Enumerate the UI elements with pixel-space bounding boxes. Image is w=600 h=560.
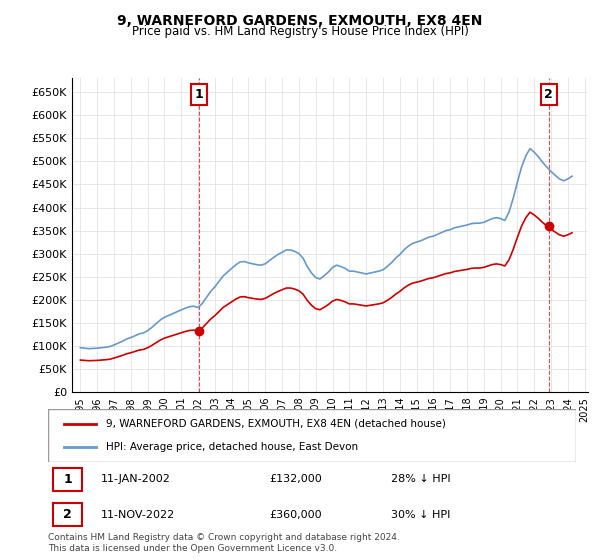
Text: Contains HM Land Registry data © Crown copyright and database right 2024.
This d: Contains HM Land Registry data © Crown c… xyxy=(48,533,400,553)
Text: £132,000: £132,000 xyxy=(270,474,323,484)
Text: 2: 2 xyxy=(544,88,553,101)
Text: 28% ↓ HPI: 28% ↓ HPI xyxy=(391,474,451,484)
FancyBboxPatch shape xyxy=(53,468,82,491)
Text: 9, WARNEFORD GARDENS, EXMOUTH, EX8 4EN (detached house): 9, WARNEFORD GARDENS, EXMOUTH, EX8 4EN (… xyxy=(106,419,446,429)
FancyBboxPatch shape xyxy=(53,503,82,526)
Text: 11-JAN-2002: 11-JAN-2002 xyxy=(101,474,170,484)
Text: £360,000: £360,000 xyxy=(270,510,322,520)
Text: 11-NOV-2022: 11-NOV-2022 xyxy=(101,510,175,520)
Text: 9, WARNEFORD GARDENS, EXMOUTH, EX8 4EN: 9, WARNEFORD GARDENS, EXMOUTH, EX8 4EN xyxy=(118,14,482,28)
Text: 30% ↓ HPI: 30% ↓ HPI xyxy=(391,510,451,520)
Text: 1: 1 xyxy=(194,88,203,101)
Text: 2: 2 xyxy=(63,508,72,521)
FancyBboxPatch shape xyxy=(48,409,576,462)
Text: 1: 1 xyxy=(63,473,72,486)
Text: Price paid vs. HM Land Registry's House Price Index (HPI): Price paid vs. HM Land Registry's House … xyxy=(131,25,469,38)
Text: HPI: Average price, detached house, East Devon: HPI: Average price, detached house, East… xyxy=(106,442,358,452)
